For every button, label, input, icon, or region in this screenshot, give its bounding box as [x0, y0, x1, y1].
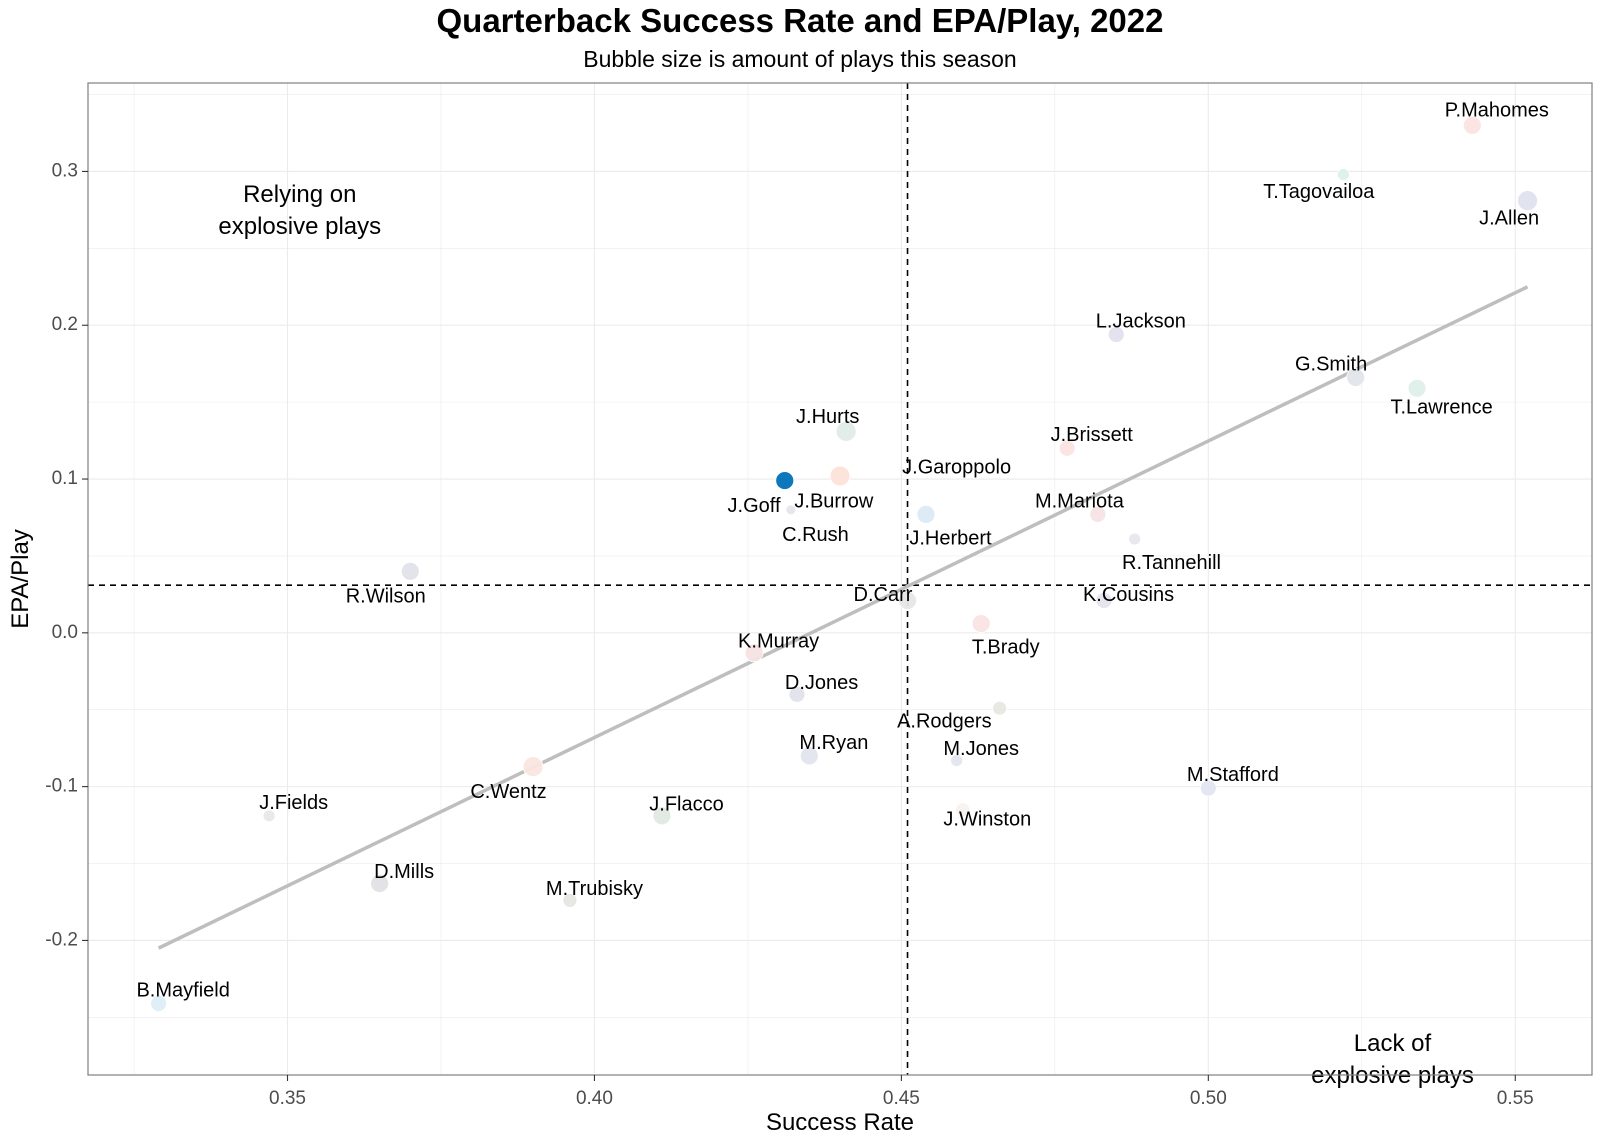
y-tick-label: -0.1: [45, 776, 78, 797]
data-point: [955, 802, 971, 818]
data-point: [400, 561, 420, 581]
point-label: M.Stafford: [1187, 764, 1279, 786]
point-label: D.Mills: [374, 861, 434, 883]
data-point: [1089, 506, 1107, 523]
data-point: [835, 420, 857, 442]
point-label: J.Garoppolo: [902, 457, 1011, 479]
data-point: [971, 614, 991, 634]
point-label: R.Tannehill: [1122, 552, 1221, 574]
point-label: J.Winston: [943, 809, 1031, 831]
data-point: [775, 471, 795, 490]
point-label: K.Murray: [738, 630, 819, 652]
point-label: T.Lawrence: [1390, 397, 1492, 419]
point-label: G.Smith: [1295, 354, 1367, 376]
y-tick-label: 0.3: [52, 160, 78, 181]
quadrant-annotations: Relying on explosive plays Lack of explosiv…: [218, 181, 1473, 1089]
y-axis-title: EPA/Play: [7, 529, 34, 629]
point-label: J.Hurts: [796, 406, 859, 428]
point-label: J.Herbert: [909, 527, 992, 549]
point-label: D.Jones: [785, 672, 858, 694]
data-point: [785, 504, 797, 516]
x-axis-title: Success Rate: [766, 1109, 914, 1136]
data-point: [262, 809, 276, 823]
data-point: [370, 874, 389, 893]
point-label: K.Cousins: [1083, 584, 1174, 606]
point-label: P.Mahomes: [1445, 100, 1549, 122]
data-point: [1058, 439, 1076, 457]
trend-line: [157, 285, 1529, 950]
point-label: R.Wilson: [346, 586, 426, 608]
quadrant-annotation: Relying on explosive plays: [218, 181, 381, 240]
data-point: [522, 756, 544, 778]
x-tick-label: 0.40: [576, 1088, 613, 1109]
point-label: J.Goff: [728, 495, 781, 517]
quadrant-annotation: Lack of explosive plays: [1311, 1030, 1474, 1089]
point-label: J.Allen: [1479, 207, 1539, 229]
data-point: [1095, 592, 1113, 609]
data-point: [1517, 190, 1538, 212]
data-point: [744, 643, 764, 663]
data-point: [799, 746, 819, 766]
x-tick-label: 0.50: [1190, 1088, 1227, 1109]
data-point: [950, 754, 964, 767]
x-axis-ticks: 0.35 0.40 0.45 0.50 0.55: [269, 1075, 1534, 1109]
chart-subtitle: Bubble size is amount of plays this seas…: [583, 46, 1017, 72]
data-point: [562, 893, 578, 908]
panel-border: [87, 82, 1593, 1076]
data-point: [1107, 326, 1125, 343]
point-label: M.Ryan: [799, 732, 868, 754]
y-tick-label: 0.2: [52, 314, 78, 335]
point-label: T.Tagovailoa: [1263, 181, 1375, 203]
data-point: [829, 465, 851, 487]
y-tick-label: -0.2: [45, 929, 78, 950]
quadrant-annotation-line: explosive plays: [218, 213, 381, 240]
data-points: [150, 115, 1538, 1012]
grid-layer: [88, 83, 1592, 1075]
point-label: L.Jackson: [1096, 310, 1186, 332]
point-label: C.Rush: [782, 524, 849, 546]
data-point: [1199, 779, 1217, 797]
point-label: T.Brady: [972, 636, 1040, 658]
y-tick-label: 0.0: [52, 622, 78, 643]
data-point: [652, 806, 672, 826]
x-tick-label: 0.45: [883, 1088, 920, 1109]
y-tick-label: 0.1: [52, 468, 78, 489]
reference-lines: [88, 83, 1592, 1075]
point-label: J.Flacco: [649, 793, 723, 815]
point-label: D.Carr: [854, 584, 913, 606]
y-axis-ticks: -0.2 -0.1 0.0 0.1 0.2 0.3: [45, 160, 88, 950]
quadrant-annotation-line: explosive plays: [1311, 1062, 1474, 1089]
point-label: M.Jones: [943, 738, 1019, 760]
quadrant-annotation-line: Relying on: [243, 181, 356, 208]
data-point: [916, 505, 936, 524]
trend-line-layer: [157, 285, 1529, 950]
point-label: A.Rodgers: [897, 710, 992, 732]
point-labels: P.Mahomes T.Tagovailoa J.Allen L.Jackson G.S…: [136, 100, 1548, 1002]
point-label: M.Trubisky: [546, 878, 643, 900]
data-point: [992, 700, 1008, 716]
point-label: J.Brissett: [1051, 424, 1134, 446]
chart-title: Quarterback Success Rate and EPA/Play, 2…: [436, 2, 1164, 39]
quadrant-annotation-line: Lack of: [1354, 1030, 1432, 1057]
data-point: [1407, 378, 1427, 398]
data-point: [788, 685, 806, 703]
point-label: M.Mariota: [1035, 490, 1125, 512]
data-point: [150, 995, 167, 1012]
x-tick-label: 0.35: [269, 1088, 306, 1109]
x-tick-label: 0.55: [1497, 1088, 1534, 1109]
data-point: [1336, 168, 1350, 181]
point-label: J.Fields: [259, 792, 328, 814]
point-label: B.Mayfield: [136, 979, 229, 1001]
data-point: [1462, 115, 1482, 135]
data-point: [1346, 368, 1366, 387]
data-point: [1128, 532, 1142, 546]
data-point: [898, 591, 917, 610]
point-label: C.Wentz: [470, 781, 546, 803]
point-label: J.Burrow: [794, 490, 873, 512]
